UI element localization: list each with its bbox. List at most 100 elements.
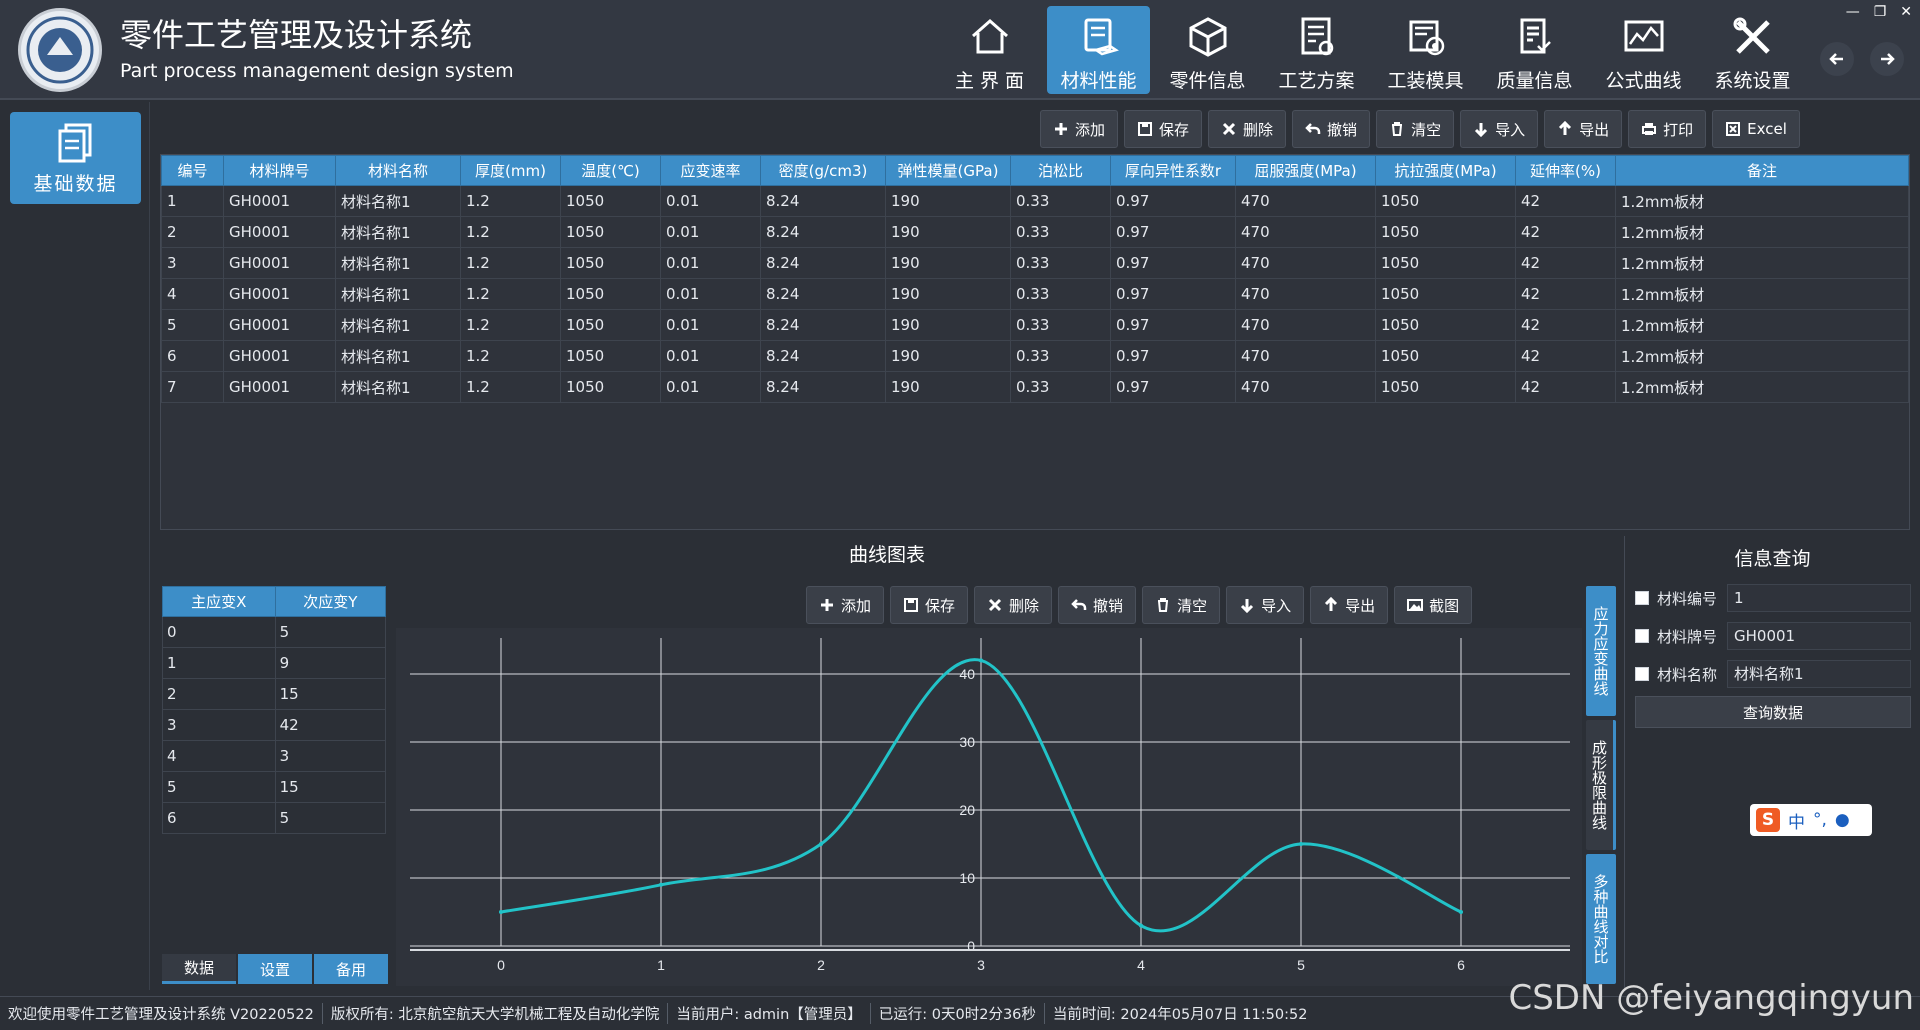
curve-save-button[interactable]: 保存 bbox=[890, 586, 969, 624]
table-cell[interactable]: 材料名称1 bbox=[335, 371, 461, 403]
table-cell[interactable]: 1.2 bbox=[460, 216, 561, 248]
table-cell[interactable]: 1050 bbox=[560, 278, 661, 310]
column-header[interactable]: 材料牌号 bbox=[223, 155, 336, 186]
table-cell[interactable]: 42 bbox=[1515, 371, 1616, 403]
table-row[interactable]: 5 GH0001 材料名称1 1.2 1050 0.01 8.24 190 0.33 0.97 47… bbox=[161, 309, 1909, 341]
table-cell[interactable]: 3 bbox=[162, 709, 276, 741]
table-cell[interactable]: 1050 bbox=[1375, 340, 1516, 372]
table-cell[interactable]: 1.2 bbox=[460, 278, 561, 310]
table-cell[interactable]: 1.2mm板材 bbox=[1615, 185, 1909, 217]
tab-stress-strain[interactable]: 应力应变曲线 bbox=[1586, 586, 1616, 716]
table-row[interactable]: 3 GH0001 材料名称1 1.2 1050 0.01 8.24 190 0.33 0.97 47… bbox=[161, 247, 1909, 279]
table-cell[interactable]: 42 bbox=[1515, 216, 1616, 248]
table-cell[interactable]: 0.97 bbox=[1110, 216, 1236, 248]
restore-icon[interactable]: ❐ bbox=[1873, 4, 1887, 20]
table-cell[interactable]: 5 bbox=[274, 616, 387, 648]
table-cell[interactable]: 0.01 bbox=[660, 216, 761, 248]
curve-undo-button[interactable]: 撤销 bbox=[1058, 586, 1137, 624]
table-cell[interactable]: GH0001 bbox=[223, 247, 336, 279]
table-cell[interactable]: 1.2mm板材 bbox=[1615, 309, 1909, 341]
table-cell[interactable]: 0.01 bbox=[660, 247, 761, 279]
table-cell[interactable]: 1050 bbox=[560, 185, 661, 217]
column-header[interactable]: 屈服强度(MPa) bbox=[1235, 155, 1376, 186]
table-cell[interactable]: GH0001 bbox=[223, 340, 336, 372]
checkbox[interactable] bbox=[1635, 591, 1649, 605]
table-cell[interactable]: 8.24 bbox=[760, 340, 886, 372]
table-cell[interactable]: 0.01 bbox=[660, 278, 761, 310]
import-button[interactable]: 导入 bbox=[1460, 110, 1539, 148]
table-cell[interactable]: 42 bbox=[274, 709, 387, 741]
table-cell[interactable]: 470 bbox=[1235, 371, 1376, 403]
table-cell[interactable]: 0.01 bbox=[660, 309, 761, 341]
nav-part[interactable]: 零件信息 bbox=[1156, 6, 1259, 94]
table-cell[interactable]: 0.33 bbox=[1010, 309, 1111, 341]
table-cell[interactable]: 42 bbox=[1515, 340, 1616, 372]
column-header[interactable]: 厚向异性系数r bbox=[1110, 155, 1236, 186]
table-row[interactable]: 4 GH0001 材料名称1 1.2 1050 0.01 8.24 190 0.33 0.97 47… bbox=[161, 278, 1909, 310]
table-cell[interactable]: 1.2 bbox=[460, 309, 561, 341]
table-cell[interactable]: 7 bbox=[161, 371, 224, 403]
table-cell[interactable]: 0.33 bbox=[1010, 340, 1111, 372]
table-cell[interactable]: GH0001 bbox=[223, 278, 336, 310]
table-cell[interactable]: 2 bbox=[161, 216, 224, 248]
table-cell[interactable]: 2 bbox=[162, 678, 276, 710]
column-header[interactable]: 备注 bbox=[1615, 155, 1909, 186]
table-cell[interactable]: 0 bbox=[162, 616, 276, 648]
material-id-input[interactable]: 1 bbox=[1727, 584, 1911, 612]
table-cell[interactable]: 1.2mm板材 bbox=[1615, 247, 1909, 279]
table-cell[interactable]: 1 bbox=[161, 185, 224, 217]
table-cell[interactable]: 4 bbox=[162, 740, 276, 772]
column-header[interactable]: 密度(g/cm3) bbox=[760, 155, 886, 186]
table-cell[interactable]: 材料名称1 bbox=[335, 247, 461, 279]
table-cell[interactable]: 1.2mm板材 bbox=[1615, 278, 1909, 310]
table-cell[interactable]: GH0001 bbox=[223, 309, 336, 341]
material-name-input[interactable]: 材料名称1 bbox=[1727, 660, 1911, 688]
table-cell[interactable]: 42 bbox=[1515, 185, 1616, 217]
column-header[interactable]: 应变速率 bbox=[660, 155, 761, 186]
table-cell[interactable]: 0.01 bbox=[660, 371, 761, 403]
table-cell[interactable]: 5 bbox=[162, 771, 276, 803]
table-cell[interactable]: 8.24 bbox=[760, 185, 886, 217]
table-cell[interactable]: 0.33 bbox=[1010, 247, 1111, 279]
nav-home[interactable]: 主 界 面 bbox=[938, 6, 1041, 94]
excel-button[interactable]: Excel bbox=[1712, 110, 1800, 148]
table-cell[interactable]: 1.2 bbox=[460, 185, 561, 217]
table-cell[interactable]: 0.97 bbox=[1110, 340, 1236, 372]
table-cell[interactable]: 190 bbox=[885, 185, 1011, 217]
column-header[interactable]: 主应变X bbox=[162, 586, 276, 617]
table-cell[interactable]: 0.33 bbox=[1010, 371, 1111, 403]
base-data-button[interactable]: 基础数据 bbox=[10, 112, 141, 204]
table-cell[interactable]: 470 bbox=[1235, 340, 1376, 372]
table-cell[interactable]: 0.01 bbox=[660, 185, 761, 217]
tab-forming-limit[interactable]: 成形极限曲线 bbox=[1586, 720, 1616, 850]
table-cell[interactable]: 1050 bbox=[1375, 278, 1516, 310]
table-cell[interactable]: 6 bbox=[161, 340, 224, 372]
table-cell[interactable]: 190 bbox=[885, 247, 1011, 279]
clear-button[interactable]: 清空 bbox=[1376, 110, 1455, 148]
column-header[interactable]: 材料名称 bbox=[335, 155, 461, 186]
table-cell[interactable]: 1050 bbox=[1375, 216, 1516, 248]
table-cell[interactable]: 0.97 bbox=[1110, 247, 1236, 279]
table-cell[interactable]: 0.97 bbox=[1110, 309, 1236, 341]
column-header[interactable]: 编号 bbox=[161, 155, 224, 186]
table-cell[interactable]: GH0001 bbox=[223, 185, 336, 217]
table-cell[interactable]: GH0001 bbox=[223, 216, 336, 248]
column-header[interactable]: 厚度(mm) bbox=[460, 155, 561, 186]
save-button[interactable]: 保存 bbox=[1124, 110, 1203, 148]
tab-settings[interactable]: 设置 bbox=[238, 954, 312, 984]
table-cell[interactable]: 1.2 bbox=[460, 247, 561, 279]
curve-clear-button[interactable]: 清空 bbox=[1142, 586, 1221, 624]
table-cell[interactable]: 1050 bbox=[1375, 371, 1516, 403]
table-cell[interactable]: 8.24 bbox=[760, 216, 886, 248]
table-row[interactable]: 7 GH0001 材料名称1 1.2 1050 0.01 8.24 190 0.33 0.97 47… bbox=[161, 371, 1909, 403]
table-cell[interactable]: 470 bbox=[1235, 278, 1376, 310]
tab-curve-compare[interactable]: 多种曲线对比 bbox=[1586, 854, 1616, 984]
nav-quality[interactable]: 质量信息 bbox=[1483, 6, 1586, 94]
material-grade-input[interactable]: GH0001 bbox=[1727, 622, 1911, 650]
nav-material[interactable]: 材料性能 bbox=[1047, 6, 1150, 94]
table-cell[interactable]: 0.97 bbox=[1110, 185, 1236, 217]
table-cell[interactable]: 1050 bbox=[560, 216, 661, 248]
